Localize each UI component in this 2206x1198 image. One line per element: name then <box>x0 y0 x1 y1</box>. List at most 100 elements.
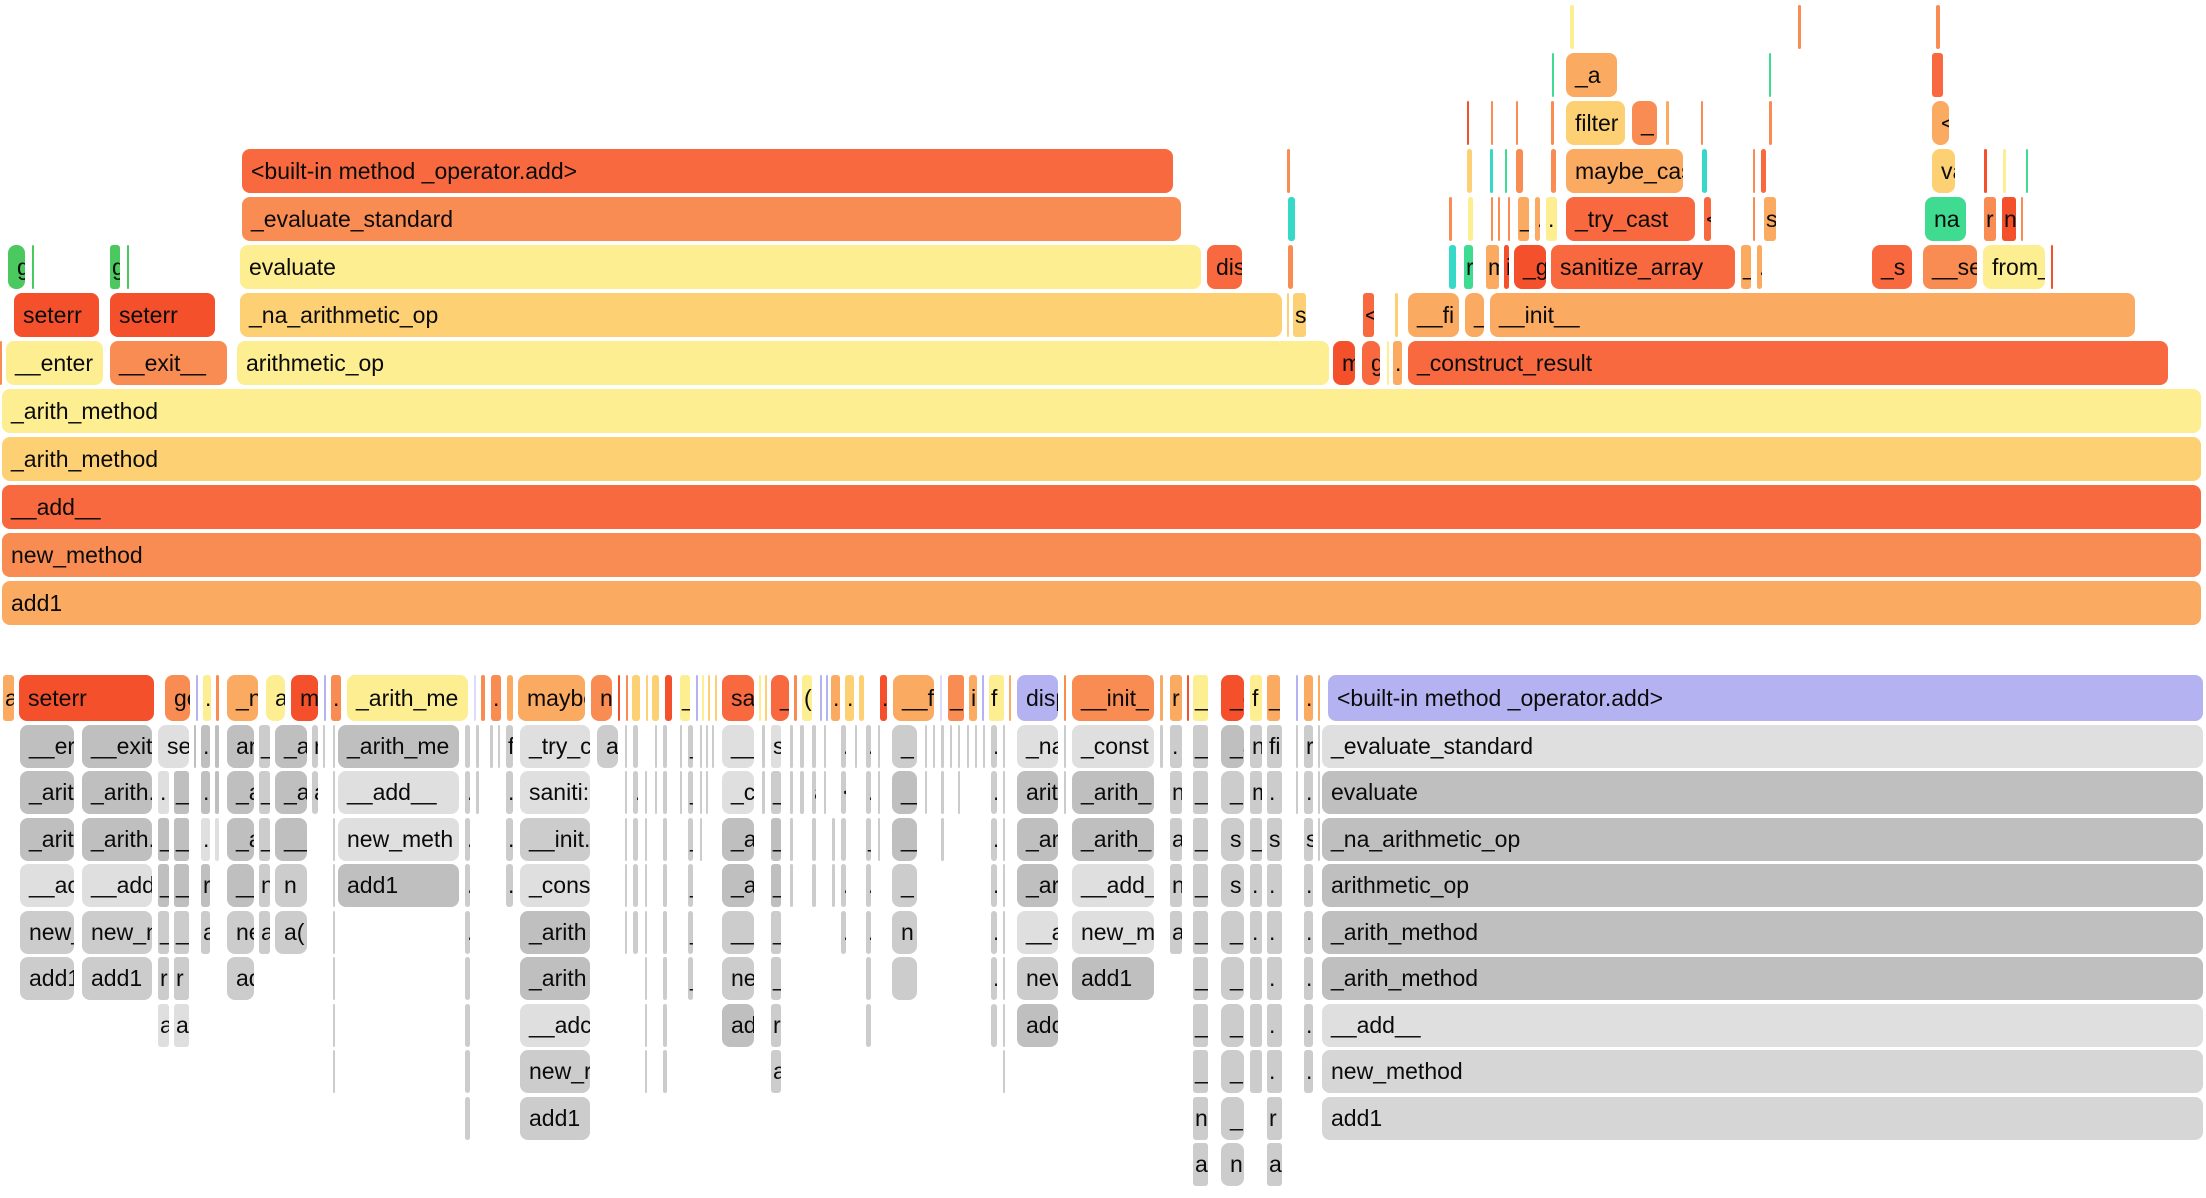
frame-sliver[interactable] <box>633 864 638 907</box>
frame-bar[interactable]: _evaluate_standard <box>242 197 1181 241</box>
frame-sliver[interactable] <box>820 675 822 721</box>
frame-bar[interactable]: _c <box>722 771 754 814</box>
frame-bar[interactable]: sa <box>722 675 754 721</box>
frame-sliver[interactable] <box>706 771 708 814</box>
frame-sliver[interactable] <box>0 341 2 385</box>
frame-sliver[interactable] <box>759 675 761 721</box>
frame-bar[interactable]: f <box>989 675 1004 721</box>
frame-bar[interactable]: _ <box>259 725 270 768</box>
frame-bar[interactable]: add1 <box>1072 957 1154 1000</box>
frame-bar[interactable]: _ <box>1221 911 1244 954</box>
frame-sliver[interactable] <box>498 725 500 768</box>
frame-bar[interactable]: __exit. <box>82 725 152 768</box>
frame-bar[interactable]: _a <box>227 771 254 814</box>
frame-bar[interactable]: . <box>991 771 997 814</box>
frame-bar[interactable]: _arith_ <box>1072 818 1154 861</box>
top-flame-graph[interactable]: _a filter _ < <built-in method _operator.add… <box>0 0 2206 640</box>
frame-bar[interactable]: _ <box>688 725 693 768</box>
frame-bar[interactable]: __exit__ <box>110 341 227 385</box>
frame-bar[interactable]: new_method <box>2 533 2201 577</box>
frame-sliver[interactable] <box>1666 101 1669 145</box>
frame-bar[interactable]: evaluate <box>240 245 1201 289</box>
frame-sliver[interactable] <box>476 725 479 768</box>
frame-bar[interactable]: _ <box>1221 957 1244 1000</box>
frame-bar[interactable]: new_meth <box>338 818 459 861</box>
frame-bar[interactable]: __ <box>1193 818 1208 861</box>
frame-bar[interactable]: _ <box>771 771 781 814</box>
frame-bar[interactable]: _ <box>1193 1050 1208 1093</box>
frame-bar[interactable]: __init_ <box>1072 675 1154 721</box>
frame-bar[interactable]: ge <box>165 675 190 721</box>
frame-sliver[interactable] <box>700 818 702 861</box>
frame-sliver[interactable] <box>1064 725 1066 768</box>
frame-sliver[interactable] <box>1516 149 1523 193</box>
frame-sliver[interactable] <box>790 771 793 814</box>
frame-sliver[interactable] <box>1003 771 1005 814</box>
frame-bar[interactable]: __er <box>20 725 74 768</box>
frame-bar[interactable]: ad <box>227 957 254 1000</box>
frame-sliver[interactable] <box>975 725 977 768</box>
frame-sliver[interactable] <box>633 911 638 954</box>
frame-bar[interactable]: . <box>841 864 846 907</box>
frame-sliver[interactable] <box>892 957 917 1000</box>
frame-bar[interactable]: . <box>1304 864 1313 907</box>
frame-bar[interactable]: . <box>991 725 997 768</box>
frame-bar[interactable]: _arith_me <box>338 725 459 768</box>
frame-sliver[interactable] <box>32 245 34 289</box>
frame-sliver[interactable] <box>1296 675 1298 721</box>
frame-sliver[interactable] <box>855 725 857 768</box>
frame-bar[interactable]: . <box>1170 725 1182 768</box>
frame-bar[interactable]: _ <box>174 864 189 907</box>
frame-bar[interactable]: arit <box>1017 771 1058 814</box>
frame-bar[interactable]: . <box>1304 771 1313 814</box>
frame-bar[interactable]: saniti: <box>520 771 590 814</box>
frame-sliver[interactable] <box>1160 675 1163 721</box>
frame-bar[interactable]: __a <box>1017 911 1058 954</box>
frame-sliver[interactable] <box>1753 149 1755 193</box>
frame-bar[interactable]: _cons <box>520 864 590 907</box>
frame-sliver[interactable] <box>824 771 826 814</box>
frame-sliver[interactable] <box>652 675 659 721</box>
frame-sliver[interactable] <box>832 818 835 861</box>
frame-bar[interactable]: . <box>1267 911 1282 954</box>
frame-bar[interactable]: n <box>892 911 917 954</box>
frame-bar[interactable]: < <box>1363 293 1374 337</box>
frame-bar[interactable]: . <box>465 771 470 814</box>
frame-sliver[interactable] <box>696 675 698 721</box>
frame-sliver[interactable] <box>680 725 682 768</box>
frame-bar[interactable]: _try_cast <box>1566 197 1695 241</box>
frame-bar[interactable]: _ <box>1221 1097 1244 1140</box>
frame-sliver[interactable] <box>1395 293 1398 337</box>
frame-bar[interactable]: . <box>506 771 513 814</box>
frame-sliver[interactable] <box>1551 149 1556 193</box>
frame-sliver[interactable] <box>1508 197 1510 241</box>
frame-sliver[interactable] <box>1932 53 1943 97</box>
frame-bar[interactable]: . <box>1267 864 1282 907</box>
frame-bar[interactable]: _ar <box>1017 864 1058 907</box>
frame-sliver[interactable] <box>1753 197 1755 241</box>
frame-bar[interactable]: na <box>1925 197 1966 241</box>
frame-sliver[interactable] <box>1064 675 1066 721</box>
frame-sliver[interactable] <box>800 771 804 814</box>
frame-sliver[interactable] <box>1701 101 1703 145</box>
frame-sliver[interactable] <box>1287 149 1290 193</box>
frame-sliver[interactable] <box>665 675 672 721</box>
frame-bar[interactable]: __ <box>892 818 917 861</box>
frame-sliver[interactable] <box>1296 725 1298 768</box>
frame-sliver[interactable] <box>967 725 969 768</box>
frame-sliver[interactable] <box>1505 149 1507 193</box>
frame-bar[interactable]: s <box>1267 818 1282 861</box>
frame-bar[interactable]: . <box>880 675 887 721</box>
frame-bar[interactable]: m <box>291 675 318 721</box>
frame-bar[interactable]: ne <box>227 911 254 954</box>
frame-bar[interactable]: _ar <box>1017 818 1058 861</box>
frame-sliver[interactable] <box>645 864 647 907</box>
frame-bar[interactable]: . <box>845 675 854 721</box>
frame-sliver[interactable] <box>1467 101 1469 145</box>
frame-sliver[interactable] <box>1570 5 1574 49</box>
frame-sliver[interactable] <box>333 771 335 814</box>
frame-sliver[interactable] <box>2003 149 2006 193</box>
frame-sliver[interactable] <box>841 818 846 861</box>
frame-sliver[interactable] <box>655 725 657 768</box>
frame-bar[interactable]: r <box>1984 197 1996 241</box>
